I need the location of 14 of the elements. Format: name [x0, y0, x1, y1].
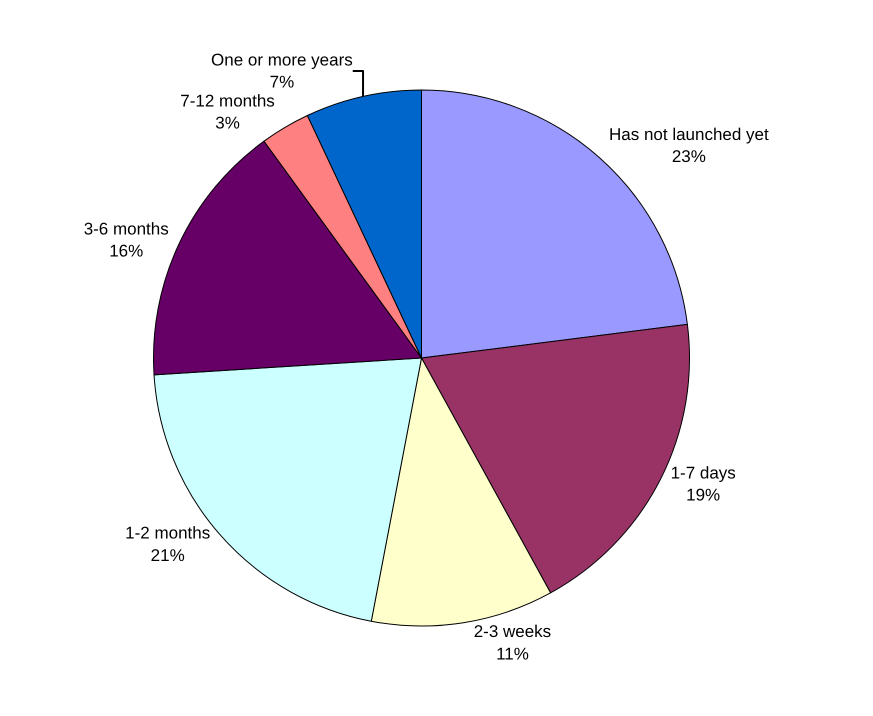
- data-label: 3%: [215, 114, 240, 133]
- slice-label: 2-3 weeks: [474, 622, 552, 642]
- data-label: 11%: [496, 644, 529, 664]
- data-label: 21%: [150, 546, 185, 565]
- slice-label: One or more years: [211, 50, 353, 70]
- slice-label: 7-12 months: [180, 92, 275, 111]
- slice-label: 1-7 days: [670, 463, 736, 482]
- data-label: 16%: [109, 242, 144, 261]
- data-label: 19%: [686, 485, 720, 504]
- slice-label: 3-6 months: [84, 220, 169, 239]
- slice-label: Has not launched yet: [609, 124, 769, 144]
- data-label: 23%: [672, 146, 706, 166]
- data-label: 7%: [270, 72, 294, 92]
- slice-label: 1-2 months: [125, 524, 210, 543]
